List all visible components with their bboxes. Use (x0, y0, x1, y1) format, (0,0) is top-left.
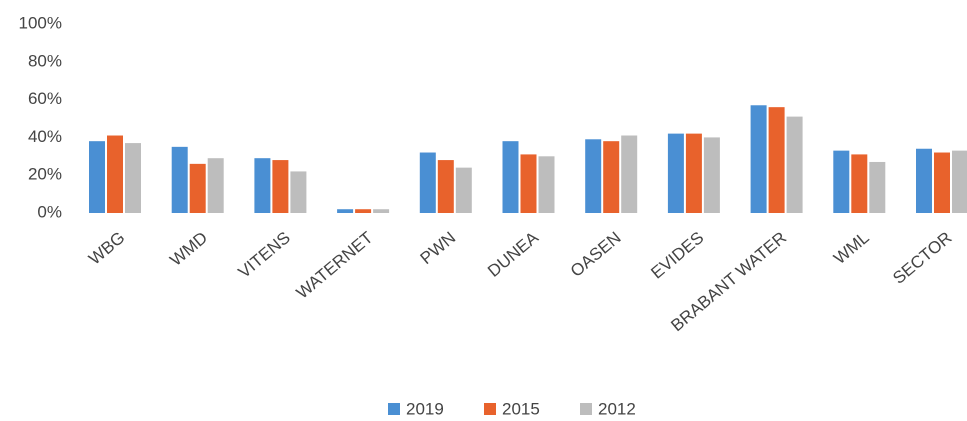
y-tick-label: 60% (28, 89, 62, 108)
x-tick-label: EVIDES (647, 228, 707, 283)
x-tick-label: PWN (417, 228, 460, 268)
bar (703, 137, 720, 213)
bar (916, 148, 932, 213)
y-tick-label: 100% (19, 13, 62, 32)
bar (768, 107, 785, 213)
legend-swatch (388, 403, 400, 415)
bar (337, 209, 354, 213)
bar (189, 163, 206, 213)
x-tick-label: WMD (166, 228, 211, 270)
legend-label: 2019 (406, 399, 444, 418)
bar (290, 171, 307, 213)
x-tick-label: WBG (85, 228, 128, 269)
y-tick-label: 0% (37, 202, 62, 221)
bar (272, 160, 289, 213)
bar (934, 152, 950, 213)
legend-label: 2012 (598, 399, 636, 418)
x-tick-label: SECTOR (889, 228, 955, 288)
bar (786, 116, 803, 213)
x-tick-label: OASEN (567, 228, 625, 281)
bar (89, 141, 105, 213)
y-tick-label: 40% (28, 127, 62, 146)
bar (437, 160, 454, 213)
legend-label: 2015 (502, 399, 540, 418)
bar (603, 141, 620, 213)
bar (869, 161, 886, 213)
bar (125, 143, 141, 213)
bar (254, 158, 271, 213)
bar (207, 158, 224, 213)
bar (373, 209, 390, 213)
bar (107, 135, 123, 213)
bar (502, 141, 519, 213)
legend-swatch (484, 403, 496, 415)
y-tick-label: 20% (28, 165, 62, 184)
bar (667, 133, 684, 213)
bar (750, 105, 767, 213)
bar (455, 167, 472, 213)
bar (355, 209, 372, 213)
bar (171, 146, 188, 213)
x-tick-label: WATERNET (293, 228, 377, 303)
bar (833, 150, 850, 213)
bar (685, 133, 702, 213)
bar (419, 152, 436, 213)
bar (621, 135, 638, 213)
bar (952, 150, 967, 213)
bar (851, 154, 868, 213)
y-tick-label: 80% (28, 51, 62, 70)
bar (538, 156, 555, 213)
x-tick-label: WML (830, 228, 873, 268)
bar (585, 139, 602, 213)
x-tick-label: DUNEA (484, 228, 542, 281)
x-tick-label: VITENS (235, 228, 294, 282)
bar (520, 154, 537, 213)
legend-swatch (580, 403, 592, 415)
